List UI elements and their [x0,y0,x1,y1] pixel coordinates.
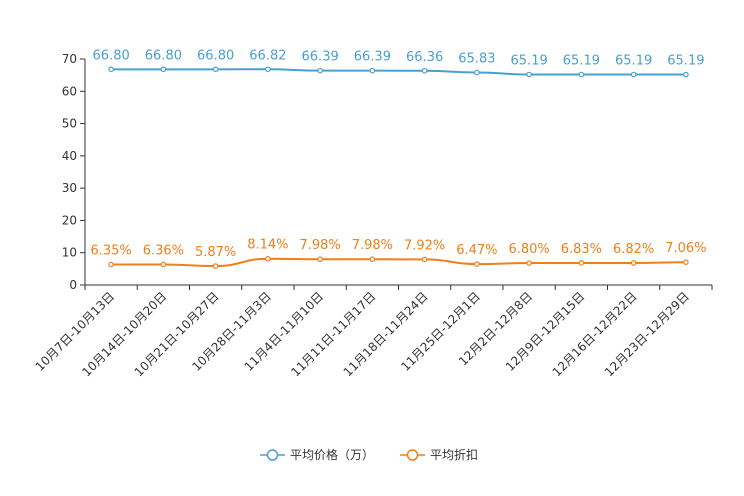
legend-label: 平均价格（万） [290,447,374,462]
data-label: 6.47% [456,243,497,258]
y-axis: 0 10 20 30 40 50 60 70 [62,52,86,292]
data-point[interactable] [212,66,219,73]
data-point[interactable] [212,263,219,269]
data-point[interactable] [160,261,167,268]
data-point[interactable] [474,261,480,267]
data-point[interactable] [474,69,480,76]
series-2: 6.35% 6.36% 5.87% 8.14% 7.98% 7.98% 7.92% 6.47%… [90,238,707,269]
data-label: 6.36% [143,243,184,258]
series-1: 66.80 66.80 66.80 66.82 66.39 66.39 66.36 65.83… [93,48,704,78]
legend-item-1[interactable]: 平均价格（万） [260,447,374,462]
y-tick-label: 40 [62,149,77,163]
data-point[interactable] [630,71,637,78]
data-label: 65.19 [563,54,600,69]
data-point[interactable] [683,71,689,78]
data-label: 66.39 [354,50,391,65]
data-label: 6.83% [561,242,602,257]
data-label: 65.19 [667,54,704,69]
data-label: 66.80 [197,48,234,63]
data-point[interactable] [421,67,428,74]
data-point[interactable] [265,66,271,73]
y-tick-label: 70 [62,52,77,66]
data-label: 65.19 [615,54,652,69]
data-point[interactable] [578,260,585,266]
data-label: 65.83 [458,51,495,66]
data-point[interactable] [630,260,637,266]
data-label: 66.39 [302,50,339,65]
data-label: 6.82% [613,242,654,257]
legend[interactable]: 平均价格（万） 平均折扣 [260,447,478,462]
data-label: 65.19 [511,54,548,69]
data-label: 8.14% [247,238,288,253]
series-line [111,257,686,268]
data-label: 7.92% [404,238,445,253]
legend-item-2[interactable]: 平均折扣 [400,447,478,462]
data-point[interactable] [683,259,689,266]
data-point[interactable] [108,261,114,268]
data-label: 66.80 [145,48,182,63]
data-point[interactable] [578,71,585,78]
data-label: 66.36 [406,50,443,65]
data-label: 66.82 [249,48,286,63]
data-point[interactable] [526,260,532,266]
data-point[interactable] [160,66,167,73]
data-point[interactable] [265,255,271,262]
data-label: 66.80 [93,48,130,63]
y-tick-label: 50 [62,117,77,131]
data-point[interactable] [526,71,532,78]
y-tick-label: 30 [62,181,77,195]
y-tick-label: 10 [62,246,77,260]
data-label: 6.35% [90,243,131,258]
data-label: 7.98% [299,238,340,253]
data-point[interactable] [369,256,376,263]
y-tick-label: 0 [69,278,77,292]
legend-label: 平均折扣 [430,447,478,462]
legend-swatch-marker [266,449,279,461]
y-tick-label: 60 [62,84,77,98]
data-label: 5.87% [195,245,236,260]
data-point[interactable] [108,66,114,73]
series-line [111,68,686,76]
data-point[interactable] [317,67,323,74]
data-label: 6.80% [508,242,549,257]
data-label: 7.06% [665,241,706,256]
y-tick-label: 20 [62,213,77,227]
data-label: 7.98% [352,238,393,253]
series-layer: 66.80 66.80 66.80 66.82 66.39 66.39 66.36 65.83… [90,48,707,269]
legend-swatch-marker [406,449,419,461]
data-point[interactable] [317,256,323,263]
data-point[interactable] [369,67,376,74]
x-axis: 10月7日-10月13日10月14日-10月20日10月21日-10月27日10… [33,284,713,379]
data-point[interactable] [421,256,428,263]
